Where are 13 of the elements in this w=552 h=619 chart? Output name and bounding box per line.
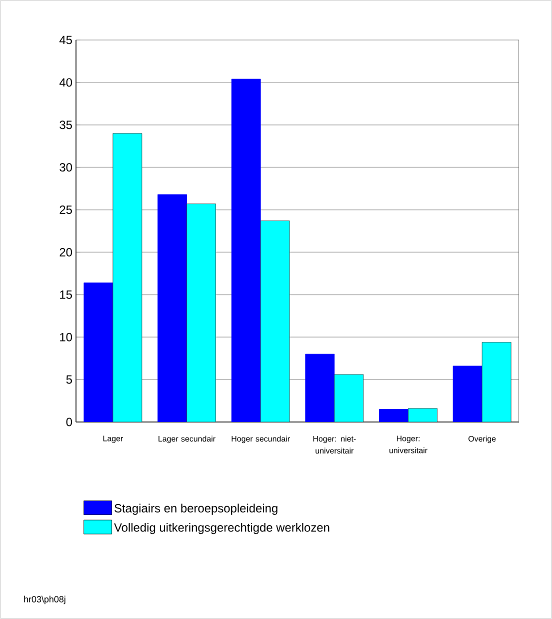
y-tick-label: 15: [60, 290, 72, 299]
y-tick-label: 0: [66, 418, 72, 426]
y-tick-label: 40: [59, 78, 72, 87]
y-tick-label: 30: [60, 163, 72, 172]
legend-label: Stagiairs en beroepsopleideing: [114, 504, 278, 515]
y-tick-label: 25: [60, 206, 72, 214]
y-tick-label: 20: [60, 248, 72, 256]
y-tick-label: 35: [60, 120, 72, 130]
y-tick-label: 45: [59, 36, 72, 44]
y-tick-label: 10: [60, 332, 72, 342]
text: hr03\ph08j: [24, 596, 66, 604]
legend-label: Volledig uitkeringsgerechtigde werklozen: [114, 522, 330, 534]
y-tick-label: 5: [66, 375, 72, 384]
